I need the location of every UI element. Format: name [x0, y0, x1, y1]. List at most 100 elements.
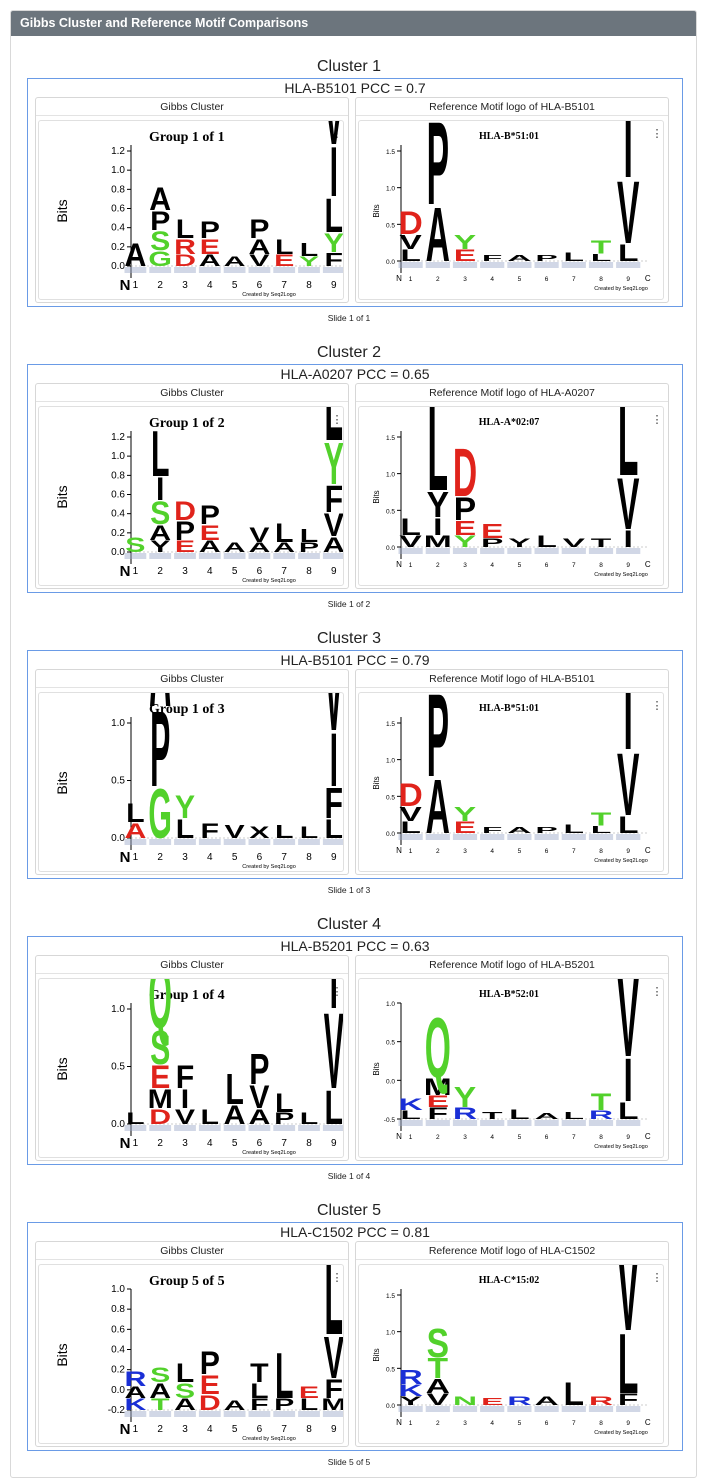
y-tick-label: 0.0	[111, 1385, 125, 1396]
cluster-frame: HLA-B5101 PCC = 0.7 Gibbs Cluster Group 1 …	[27, 78, 683, 307]
cluster-title: Cluster 3	[316, 630, 382, 647]
y-axis-label: Bits	[54, 771, 70, 794]
y-tick-label: 0.5	[386, 1366, 395, 1373]
logo-letter: P	[200, 216, 220, 243]
noise-band	[480, 548, 505, 554]
noise-band	[507, 834, 532, 840]
logo-letter: X	[249, 824, 269, 842]
x-tick-label: 1	[409, 276, 413, 283]
y-tick-label: 1.0	[111, 1004, 125, 1015]
logo-letter: L	[126, 1110, 145, 1128]
noise-band	[452, 1120, 478, 1126]
noise-band	[223, 1125, 246, 1131]
logo-letter: P	[150, 693, 170, 809]
noise-band	[298, 1125, 320, 1131]
logo-letter: P	[427, 693, 449, 802]
logo-letter: M	[321, 1396, 344, 1414]
chart-menu-icon[interactable]: ⋮	[332, 1272, 343, 1284]
x-tick-label: 2	[436, 1134, 440, 1141]
logo-letter: S	[150, 495, 170, 531]
panel-heading: Gibbs Cluster	[36, 956, 348, 974]
noise-band	[198, 839, 221, 845]
y-tick-label: 0.6	[111, 490, 125, 501]
noise-band	[248, 839, 271, 845]
noise-band	[248, 553, 271, 559]
credit-text: Created by Seq2Logo	[242, 1150, 296, 1156]
reference-logo: HLA-B*52:01 ⋮ Bits 1.0 0.5 0.0 -0.5 L K 1 F E M Q 2 R Y 3…	[358, 978, 664, 1158]
logo-letter: E	[481, 1396, 503, 1407]
noise-band	[223, 267, 246, 273]
y-tick-label: 0.0	[111, 1119, 125, 1130]
panel-heading: Gibbs Cluster	[36, 1242, 348, 1260]
logo-letter: L	[564, 1110, 585, 1121]
logo-letter: A	[273, 540, 295, 555]
credit-text: Created by Seq2Logo	[242, 292, 296, 298]
chart-menu-icon[interactable]: ⋮	[652, 700, 663, 712]
logo-letter: A	[149, 1378, 171, 1403]
logo-letter: Y	[454, 803, 477, 826]
logo-letter: D	[453, 435, 477, 511]
chart-menu-icon[interactable]: ⋮	[332, 414, 343, 426]
chart-menu-icon[interactable]: ⋮	[332, 700, 343, 712]
x-tick-label: 5	[518, 1420, 522, 1427]
chart-menu-icon[interactable]: ⋮	[652, 986, 663, 998]
x-tick-label: 2	[157, 1138, 163, 1149]
y-tick-label: 0.4	[111, 223, 125, 234]
y-axis-label: Bits	[372, 1348, 381, 1361]
logo-letter: L	[151, 417, 169, 490]
noise-band	[248, 1125, 271, 1131]
logo-letter: L	[176, 1358, 194, 1388]
noise-band	[298, 553, 320, 559]
logo-letter: T	[591, 809, 612, 829]
noise-band	[149, 839, 172, 845]
logo-letter: A	[426, 1375, 450, 1398]
noise-band	[223, 839, 246, 845]
gibbs-logo: Group 1 of 3⋮Bits1.00.50.0AL1GPA2LY3F4V5…	[38, 692, 344, 872]
noise-band	[174, 839, 196, 845]
x-tick-label: 3	[463, 562, 467, 569]
logo-letter: R	[589, 1394, 613, 1407]
x-tick-label: 3	[182, 852, 188, 863]
n-terminus-label: N	[120, 849, 131, 866]
panel-heading: Reference Motif logo of HLA-C1502	[356, 1242, 668, 1260]
noise-band	[452, 548, 478, 554]
noise-band	[124, 1411, 147, 1417]
x-tick-label: 8	[599, 1420, 603, 1427]
noise-band	[398, 1406, 423, 1412]
chart-menu-icon[interactable]: ⋮	[652, 1272, 663, 1284]
chart-menu-icon[interactable]: ⋮	[652, 414, 663, 426]
noise-band	[561, 548, 586, 554]
chart-menu-icon[interactable]: ⋮	[332, 128, 343, 140]
noise-band	[223, 553, 246, 559]
x-tick-label: 7	[572, 1420, 576, 1427]
chart-menu-icon[interactable]: ⋮	[332, 986, 343, 998]
logo-letter: F	[325, 479, 343, 521]
y-tick-label: 0.6	[111, 204, 125, 215]
reference-motif-panel: Reference Motif logo of HLA-A0207 HLA-A*0…	[355, 383, 669, 589]
cluster-block: Cluster 2 HLA-A0207 PCC = 0.65 Gibbs Clust…	[16, 342, 683, 615]
logo-letter: P	[249, 214, 269, 244]
y-tick-label: 0.0	[386, 545, 395, 552]
x-tick-label: 8	[306, 1138, 312, 1149]
logo-letter: S	[427, 1320, 449, 1366]
x-tick-label: 9	[331, 1424, 337, 1435]
logo-letter: Y	[508, 536, 531, 549]
logo-letter: P	[481, 536, 503, 549]
logo-letter: V	[399, 803, 422, 826]
credit-text: Created by Seq2Logo	[594, 1430, 648, 1436]
logo-letter: E	[299, 1384, 319, 1402]
logo-title: HLA-A*02:07	[479, 417, 540, 428]
logo-letter: T	[591, 1088, 612, 1115]
x-tick-label: 6	[257, 280, 263, 291]
hla-pcc-title: HLA-B5201 PCC = 0.63	[280, 938, 430, 954]
y-tick-label: 1.0	[386, 472, 395, 479]
logo-letter: Y	[299, 254, 320, 269]
x-tick-label: 4	[207, 1424, 213, 1435]
chart-menu-icon[interactable]: ⋮	[652, 128, 663, 140]
noise-band	[273, 553, 296, 559]
noise-band	[616, 548, 641, 554]
logo-letter: L	[325, 188, 343, 243]
logo-letter: L	[325, 1080, 343, 1135]
